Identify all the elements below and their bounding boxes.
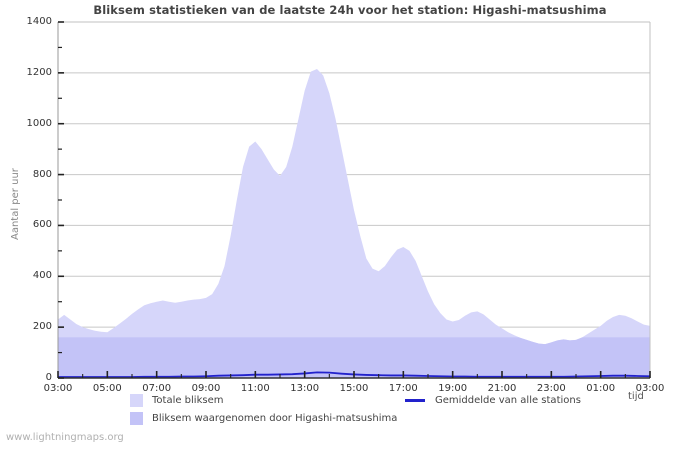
y-tick-label: 200 [32, 321, 52, 333]
x-tick-label: 03:00 [43, 383, 73, 394]
y-tick-label: 0 [45, 372, 52, 383]
legend-line-icon [405, 399, 425, 402]
x-tick-label: 13:00 [290, 383, 320, 394]
y-tick-label: 1400 [26, 16, 52, 27]
legend-label: Totale bliksem [152, 395, 224, 406]
series-total-bliksem [58, 69, 650, 379]
legend-swatch-icon [130, 394, 143, 407]
x-tick-label: 19:00 [438, 383, 468, 394]
x-tick-label: 05:00 [92, 383, 122, 394]
x-tick-label: 15:00 [339, 383, 369, 394]
legend-label: Gemiddelde van alle stations [435, 395, 581, 406]
x-tick-label: 03:00 [635, 383, 665, 394]
x-tick-label: 17:00 [388, 383, 418, 394]
y-tick-label: 600 [32, 219, 52, 231]
legend-label: Bliksem waargenomen door Higashi-matsush… [152, 413, 398, 424]
x-tick-label: 11:00 [240, 383, 270, 394]
x-tick-label: 23:00 [536, 383, 566, 394]
y-tick-label: 1200 [26, 66, 52, 78]
legend-swatch-icon [130, 412, 143, 425]
x-tick-label: 07:00 [142, 383, 172, 394]
x-axis-title: tijd [628, 391, 644, 402]
y-tick-label: 400 [32, 270, 52, 282]
x-tick-label: 21:00 [487, 383, 517, 394]
page-title: Bliksem statistieken van de laatste 24h … [93, 3, 607, 17]
x-tick-label: 01:00 [586, 383, 616, 394]
x-tick-label: 09:00 [191, 383, 221, 394]
y-tick-label: 800 [32, 168, 52, 180]
watermark-url: www.lightningmaps.org [6, 432, 124, 443]
y-tick-label: 1000 [26, 117, 52, 129]
